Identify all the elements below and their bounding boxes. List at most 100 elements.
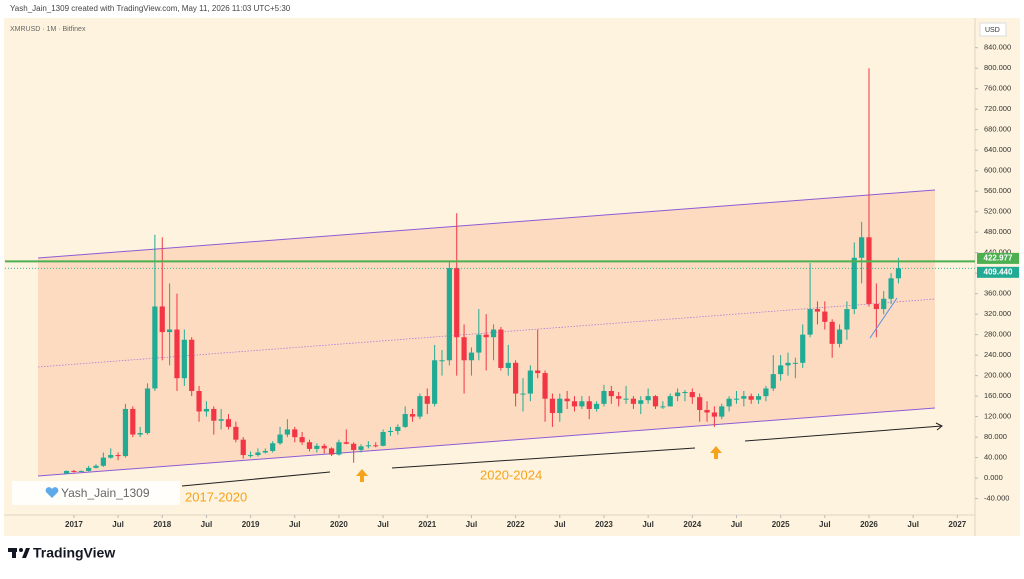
x-tick-label: Jul [642,520,654,529]
candle-body [152,306,158,389]
candle-body [881,298,887,310]
candle-body [505,362,511,368]
candle-body [579,401,585,407]
candle-body [888,278,894,299]
x-tick-label: Jul [907,520,919,529]
x-tick-label: Jul [554,520,566,529]
unit-box [979,22,1007,37]
candle-body [454,268,460,338]
candle-body [380,431,386,446]
candle-body [490,329,497,338]
candle-body [351,443,357,450]
candle-body [513,362,519,394]
candle-body [432,360,438,404]
candle-body [549,398,556,414]
y-tick-label: 80.000 [984,432,1007,441]
candle-body [108,455,114,458]
candle-body [284,429,291,435]
candle-body [616,396,622,399]
candle-body [851,257,857,310]
y-tick-label: 840.000 [984,43,1011,52]
candle-body [483,334,489,338]
candle-body [814,309,821,312]
candle-body [336,442,342,455]
candle-body [520,393,526,395]
candle-body [409,414,416,417]
x-tick-label: Jul [289,520,301,529]
candle-body [542,373,548,399]
candle-body [741,396,747,399]
y-tick-label: 640.000 [984,145,1011,154]
candle-body [667,396,673,407]
trend-line [391,447,696,469]
heart-icon [45,487,59,498]
candle-body [638,400,644,404]
y-tick-label: 120.000 [984,412,1011,421]
candle-body [240,439,246,456]
candle-body [115,455,121,457]
candle-body [196,391,202,412]
candle-body [144,388,151,434]
candle-body [645,396,651,401]
x-tick-label: 2027 [948,520,966,529]
y-tick-label: 0.000 [984,473,1003,482]
x-tick-label: Jul [201,520,213,529]
series-layer [63,68,902,475]
candle-body [733,398,740,400]
candle-body [785,362,791,366]
candle-body [689,392,695,398]
x-tick-label: Jul [377,520,389,529]
price-label-box [977,266,1019,278]
unit: USD [985,27,1000,34]
candle-body [130,408,136,435]
candle-body [181,339,187,379]
candle-body [859,237,865,258]
y-tick-label: 360.000 [984,289,1011,298]
y-tick-label: 440.000 [984,248,1011,257]
candle-body [93,465,99,468]
y-tick-label: 40.000 [984,453,1007,462]
candle-body [800,334,806,363]
candle-body [417,396,423,417]
arrow-head [935,422,943,431]
up-arrow [356,446,722,482]
y-tick-label: 280.000 [984,330,1011,339]
candle-body [498,329,504,368]
candle-body [395,426,401,431]
candle-body [137,433,143,435]
watermark-box [12,481,180,505]
candle-body [211,408,217,421]
candle-body [189,339,195,392]
candle-body [660,406,666,408]
candle-body [792,362,798,364]
candle-body [358,446,364,450]
candle-body [321,445,327,449]
candle-body [468,352,475,361]
candle-body [270,443,276,451]
x-tick-label: 2020 [330,520,348,529]
candle-body [365,445,371,447]
candle-body [895,268,902,279]
candle-body [630,398,637,404]
x-tick-label: Jul [112,520,124,529]
candle-body [247,455,254,457]
candle-body [755,396,762,400]
x-tick-label: 2019 [242,520,260,529]
y-tick-label: 560.000 [984,186,1011,195]
y-tick-label: 320.000 [984,309,1011,318]
symbol: XMRUSD · 1M · Bitfinex [10,26,86,33]
candle-body [807,309,813,335]
candle-body [711,412,717,417]
candle-body [299,437,305,443]
y-tick-label: 600.000 [984,166,1011,175]
candle-body [233,426,239,440]
candle-body [608,391,614,397]
y-tick-label: 800.000 [984,63,1011,72]
x-tick-label: Jul [819,520,831,529]
x-tick-label: 2018 [153,520,171,529]
candle-body [476,334,482,353]
trend-line [181,471,331,487]
x-tick-label: Jul [731,520,743,529]
y-tick-label: 200.000 [984,371,1011,380]
